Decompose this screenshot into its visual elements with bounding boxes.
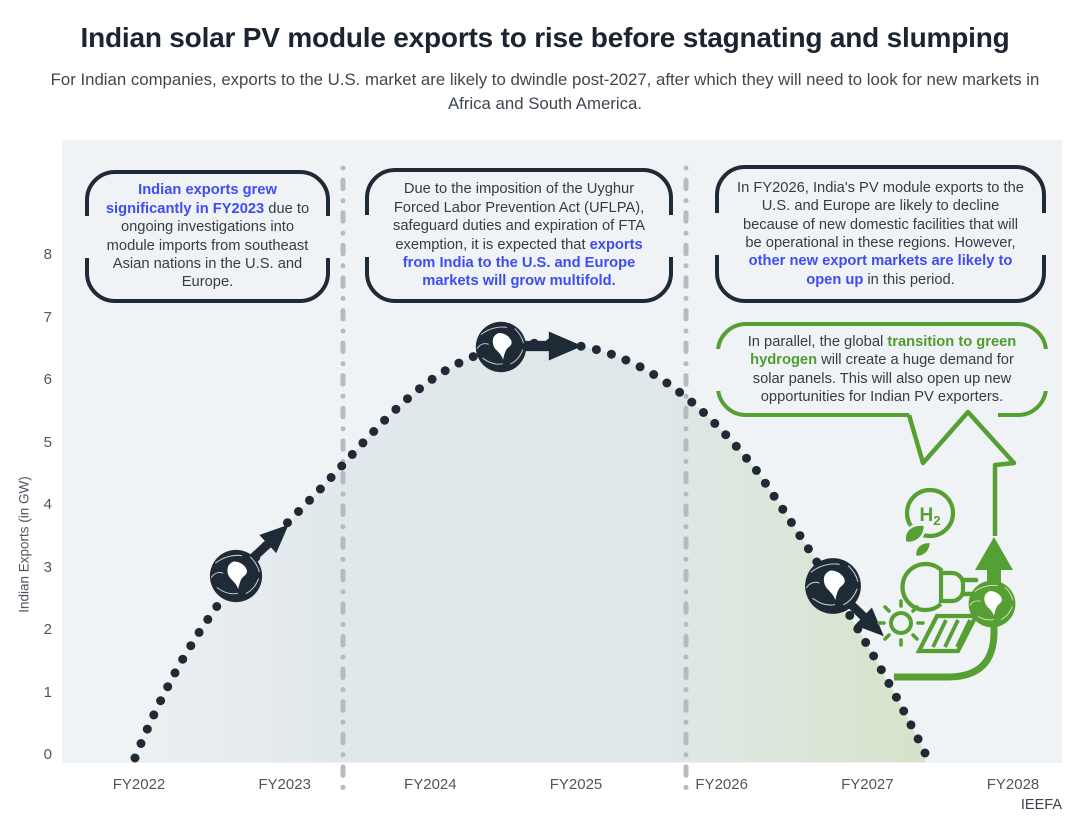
curve-dot bbox=[347, 449, 357, 459]
curve-dot bbox=[178, 654, 188, 664]
curve-dot bbox=[710, 418, 720, 428]
curve-dot bbox=[326, 473, 336, 482]
y-tick-label: 0 bbox=[43, 746, 52, 763]
callout-uflpa-growth: Due to the imposition of the Uyghur Forc… bbox=[361, 168, 677, 303]
y-axis-title: Indian Exports (in GW) bbox=[16, 476, 32, 613]
y-tick-label: 8 bbox=[43, 246, 52, 263]
callout-green-hydrogen: In parallel, the global transition to gr… bbox=[712, 322, 1052, 417]
callout-text: In FY2026, India's PV module exports to … bbox=[737, 179, 1024, 288]
curve-dot bbox=[675, 387, 685, 397]
curve-dot bbox=[591, 345, 601, 355]
callout-text: Due to the imposition of the Uyghur Forc… bbox=[392, 181, 645, 290]
curve-dot bbox=[891, 692, 901, 702]
curve-dot bbox=[283, 518, 292, 528]
curve-dot bbox=[884, 678, 894, 688]
y-tick-label: 4 bbox=[43, 496, 52, 513]
curve-dot bbox=[699, 408, 708, 417]
curve-dot bbox=[920, 748, 930, 758]
callout-fy2023-growth: Indian exports grew significantly in FY2… bbox=[81, 170, 334, 303]
curve-dot bbox=[687, 397, 697, 407]
y-tick-label: 5 bbox=[43, 433, 52, 451]
curve-dot bbox=[380, 415, 390, 425]
page-title: Indian solar PV module exports to rise b… bbox=[80, 22, 1010, 53]
x-tick-label: FY2028 bbox=[986, 776, 1040, 793]
curve-dot bbox=[751, 465, 761, 475]
curve-dot bbox=[778, 504, 788, 514]
y-tick-label: 2 bbox=[43, 621, 52, 638]
curve-dot bbox=[876, 665, 886, 675]
x-tick-label: FY2023 bbox=[258, 776, 311, 793]
curve-dot bbox=[142, 724, 152, 734]
curve-dot bbox=[721, 430, 731, 440]
x-tick-label: FY2027 bbox=[841, 776, 894, 793]
curve-dot bbox=[621, 355, 631, 365]
curve-dot bbox=[427, 374, 437, 384]
globe-india-arrow-up-icon bbox=[209, 549, 263, 603]
curve-dot bbox=[294, 507, 303, 516]
curve-dot bbox=[899, 706, 909, 716]
curve-dot bbox=[203, 614, 213, 624]
curve-dot bbox=[760, 478, 770, 488]
y-tick-label: 7 bbox=[43, 308, 52, 326]
curve-dot bbox=[913, 734, 923, 744]
curve-dot bbox=[305, 495, 314, 505]
curve-dot bbox=[769, 491, 779, 501]
callout-text: Indian exports grew significantly in FY2… bbox=[105, 182, 310, 291]
curve-dot bbox=[906, 720, 916, 730]
globe-india-arrow-right-icon bbox=[475, 321, 527, 373]
curve-dot bbox=[163, 682, 173, 692]
curve-dot bbox=[391, 404, 401, 414]
y-tick-label: 1 bbox=[43, 683, 52, 701]
curve-dot bbox=[358, 438, 368, 448]
curve-dot bbox=[194, 627, 204, 637]
x-tick-label: FY2022 bbox=[112, 776, 166, 793]
curve-dot bbox=[136, 739, 146, 748]
curve-dot bbox=[649, 370, 659, 379]
curve-dot bbox=[156, 696, 166, 706]
area-fill bbox=[135, 342, 925, 762]
curve-dot bbox=[869, 651, 879, 661]
curve-dot bbox=[315, 484, 325, 494]
callout-text: In parallel, the global transition to gr… bbox=[747, 333, 1017, 405]
curve-dot bbox=[861, 637, 871, 647]
x-tick-label: FY2026 bbox=[695, 776, 748, 793]
curve-dot bbox=[795, 531, 805, 541]
curve-dot bbox=[786, 517, 796, 527]
curve-dot bbox=[369, 427, 379, 436]
curve-dot bbox=[212, 602, 222, 611]
curve-dot bbox=[130, 753, 140, 763]
x-tick-label: FY2024 bbox=[404, 776, 457, 793]
curve-dot bbox=[454, 358, 464, 368]
curve-dot bbox=[742, 453, 751, 463]
curve-dot bbox=[337, 461, 347, 471]
curve-dot bbox=[845, 610, 855, 620]
curve-dot bbox=[149, 710, 159, 720]
curve-dot bbox=[403, 394, 412, 404]
curve-dot bbox=[731, 441, 741, 451]
curve-dot bbox=[415, 384, 424, 394]
curve-dot bbox=[635, 362, 645, 372]
page-subtitle: For Indian companies, exports to the U.S… bbox=[50, 70, 1040, 114]
source-label: IEEFA bbox=[1020, 797, 1062, 813]
callout-fy2026-decline: In FY2026, India's PV module exports to … bbox=[711, 165, 1050, 303]
x-tick-label: FY2025 bbox=[549, 776, 603, 793]
y-tick-label: 6 bbox=[43, 371, 52, 388]
curve-dot bbox=[803, 544, 813, 554]
curve-dot bbox=[186, 641, 196, 651]
curve-dot bbox=[606, 349, 616, 359]
curve-dot bbox=[468, 352, 478, 362]
curve-dot bbox=[440, 366, 450, 376]
curve-dot bbox=[662, 378, 672, 388]
curve-dot bbox=[170, 668, 180, 678]
globe-india-arrow-down-icon bbox=[804, 557, 862, 615]
y-tick-label: 3 bbox=[43, 558, 52, 576]
